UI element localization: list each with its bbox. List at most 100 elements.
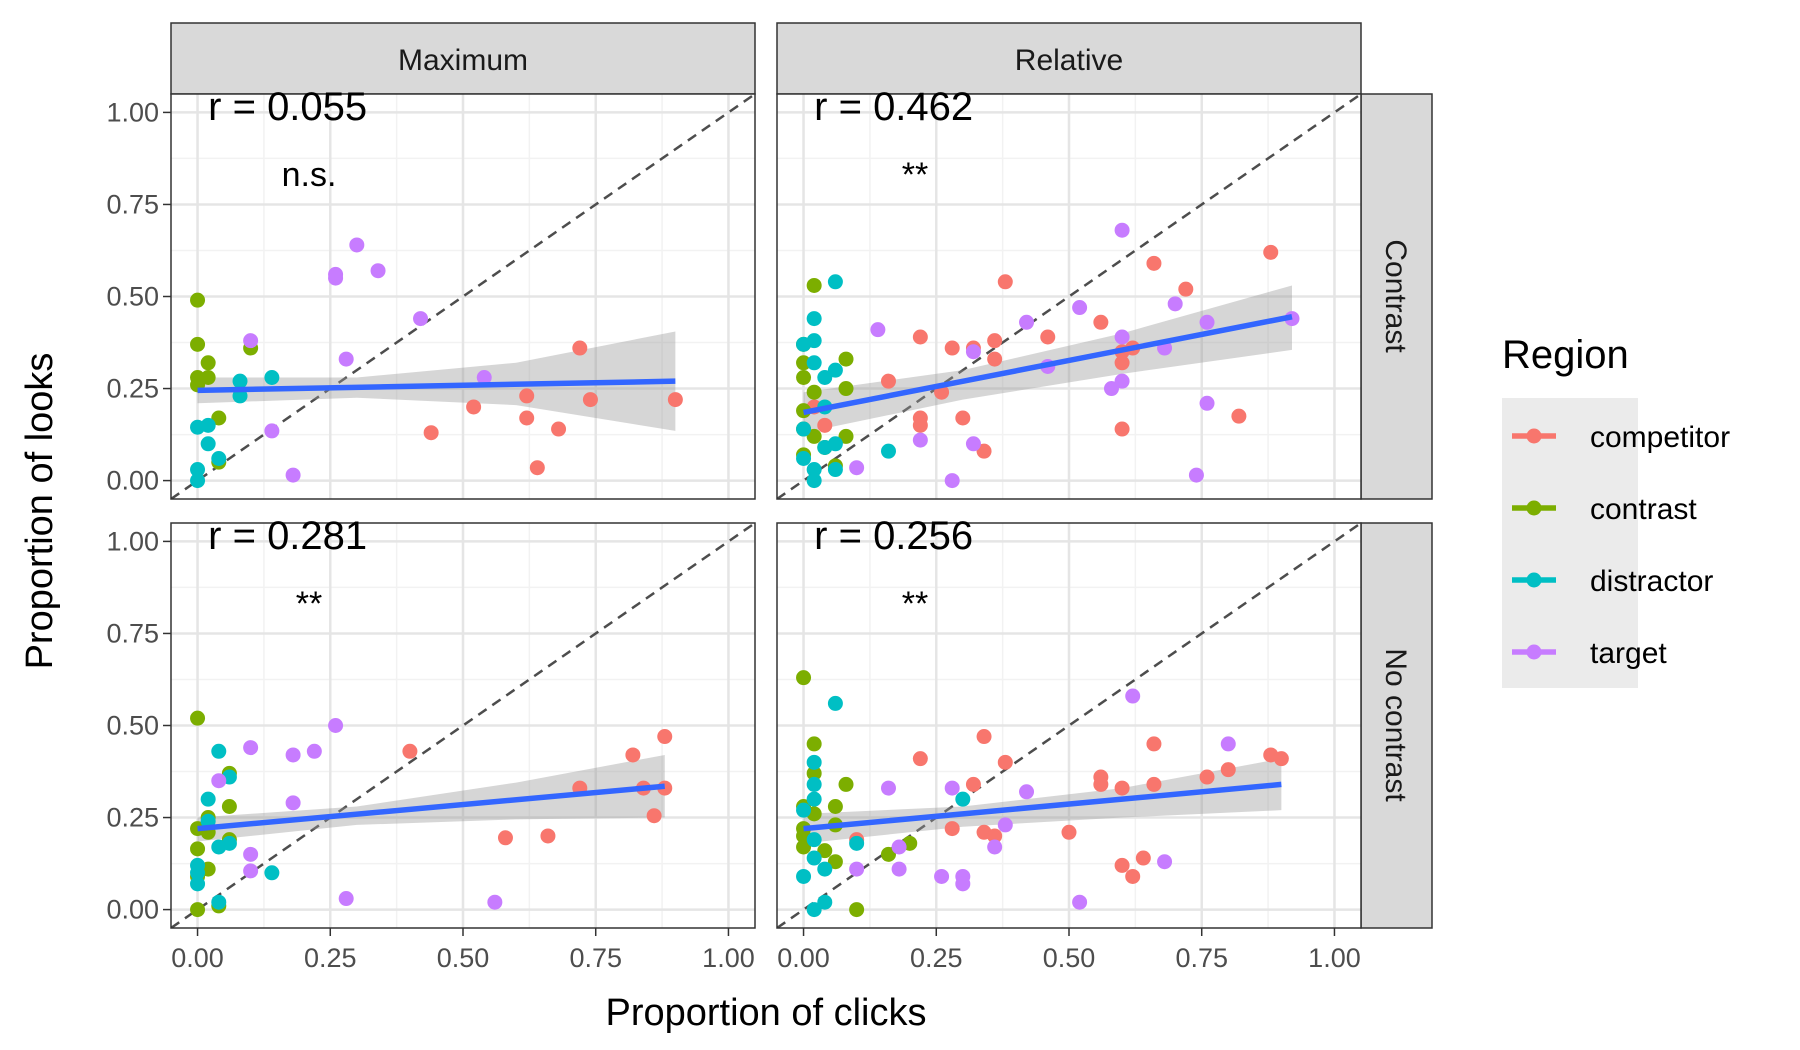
x-tick-label: 0.00 xyxy=(171,943,224,973)
point-contrast xyxy=(806,736,822,752)
point-competitor xyxy=(965,776,981,792)
point-competitor xyxy=(582,392,598,408)
point-contrast xyxy=(827,799,843,814)
panel-border xyxy=(776,93,1362,500)
x-tick-label: 1.00 xyxy=(1308,943,1361,973)
point-contrast xyxy=(796,370,812,385)
point-competitor xyxy=(912,329,928,345)
point-competitor xyxy=(1093,314,1109,330)
point-distractor xyxy=(796,451,812,466)
panels: r = 0.055 n.s. 0.00 0.25 0.50 0.75 1.00 r = 0.4… xyxy=(106,85,1362,973)
point-competitor xyxy=(466,399,482,415)
point-target xyxy=(328,266,344,282)
point-competitor xyxy=(1125,868,1141,884)
point-contrast xyxy=(200,355,216,371)
point-target xyxy=(849,861,865,877)
strip-maximum-bg xyxy=(170,22,756,95)
point-contrast xyxy=(806,384,822,400)
legend-label: competitor xyxy=(1590,421,1730,454)
legend-label: distractor xyxy=(1590,565,1713,598)
point-competitor xyxy=(1263,244,1279,260)
legend-label: contrast xyxy=(1590,493,1697,526)
point-competitor xyxy=(657,729,673,745)
point-distractor xyxy=(806,311,822,327)
point-target xyxy=(1114,329,1130,345)
point-distractor xyxy=(232,373,248,389)
point-target xyxy=(1072,300,1088,316)
correlation-label: r = 0.462 xyxy=(814,85,973,129)
point-competitor xyxy=(1146,776,1162,792)
point-target xyxy=(1114,222,1130,238)
point-distractor xyxy=(817,894,833,910)
confidence-band xyxy=(803,758,1282,844)
point-contrast xyxy=(838,776,854,792)
legend-item-contrast: contrast xyxy=(1512,493,1697,526)
point-competitor xyxy=(976,443,992,459)
panel-relative-contrast: r = 0.462 ** xyxy=(776,85,1362,500)
point-target xyxy=(1125,688,1141,704)
strip-no-contrast: No contrast xyxy=(1360,522,1433,929)
point-contrast xyxy=(211,410,227,426)
strip-contrast: Contrast xyxy=(1360,93,1433,500)
point-contrast xyxy=(838,428,854,444)
point-competitor xyxy=(1114,857,1130,873)
panel-plot-area xyxy=(171,523,755,928)
strip-contrast-bg xyxy=(1360,93,1433,500)
x-tick-label: 0.75 xyxy=(569,943,622,973)
x-tick-label: 0.50 xyxy=(1043,943,1096,973)
point-competitor xyxy=(987,351,1003,367)
point-distractor xyxy=(211,894,227,910)
point-contrast xyxy=(221,799,237,814)
point-distractor xyxy=(796,421,812,437)
point-distractor xyxy=(806,473,822,489)
point-target xyxy=(1220,736,1236,752)
legend-item-target: target xyxy=(1512,637,1667,670)
point-target xyxy=(211,773,227,789)
point-competitor xyxy=(1061,824,1077,840)
point-target xyxy=(1103,381,1119,397)
strip-no-contrast-label: No contrast xyxy=(1379,648,1412,802)
panel-plot-area xyxy=(777,94,1361,499)
point-distractor xyxy=(806,832,822,848)
point-contrast xyxy=(806,277,822,293)
point-distractor xyxy=(827,462,843,478)
point-target xyxy=(243,740,259,756)
point-distractor xyxy=(806,333,822,349)
point-target xyxy=(944,473,960,489)
y-tick-label: 0.75 xyxy=(106,189,159,219)
point-distractor xyxy=(200,436,216,452)
legend-label: target xyxy=(1590,637,1667,670)
point-competitor xyxy=(540,828,556,844)
point-distractor xyxy=(806,776,822,792)
point-distractor xyxy=(796,868,812,884)
point-target xyxy=(338,351,354,367)
point-contrast xyxy=(796,355,812,371)
point-competitor xyxy=(572,340,588,356)
x-tick-label: 0.75 xyxy=(1175,943,1228,973)
point-distractor xyxy=(221,835,237,851)
point-contrast xyxy=(880,846,896,862)
point-target xyxy=(285,795,301,811)
point-competitor xyxy=(1146,736,1162,752)
point-competitor xyxy=(997,274,1013,290)
point-target xyxy=(370,263,386,279)
x-axis-title: Proportion of clicks xyxy=(605,992,926,1034)
strip-relative-bg xyxy=(776,22,1362,95)
point-distractor xyxy=(806,902,822,918)
point-target xyxy=(849,460,865,476)
x-tick-label: 1.00 xyxy=(702,943,755,973)
y-tick-label: 0.00 xyxy=(106,895,159,925)
y-axis-title: Proportion of looks xyxy=(19,353,61,670)
point-competitor xyxy=(1114,421,1130,437)
point-competitor xyxy=(944,821,960,837)
panel-maximum-no-contrast: r = 0.281 ** 0.00 0.25 0.50 0.75 1.00 0.00 0.25 0… xyxy=(106,514,756,973)
point-competitor xyxy=(402,743,418,759)
strip-no-contrast-bg xyxy=(1360,522,1433,929)
point-target xyxy=(1167,296,1183,312)
point-competitor xyxy=(912,751,928,767)
point-competitor xyxy=(987,828,1003,844)
point-contrast xyxy=(806,428,822,444)
point-target xyxy=(338,891,354,907)
regression-line xyxy=(803,781,1282,832)
point-target xyxy=(1199,314,1215,330)
